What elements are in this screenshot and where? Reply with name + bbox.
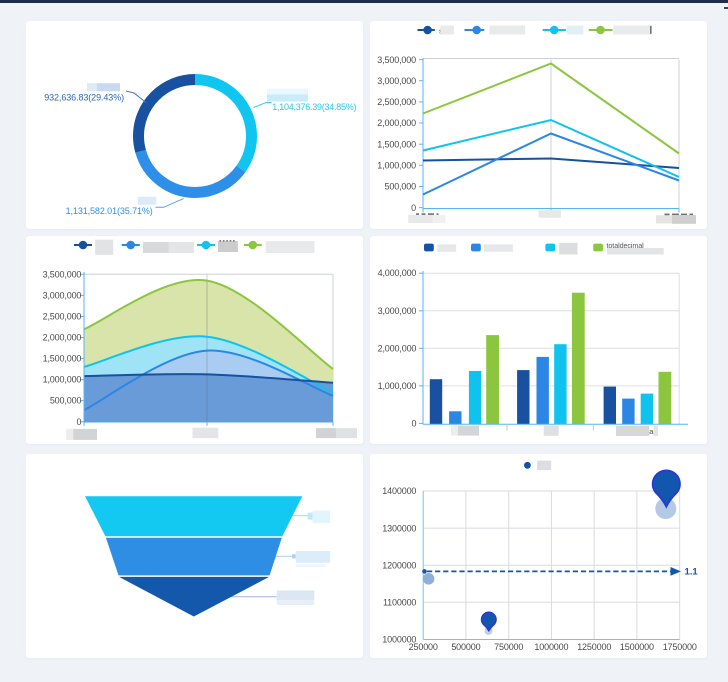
svg-text:2,500,000: 2,500,000	[43, 312, 82, 322]
svg-text:1300000: 1300000	[382, 523, 416, 533]
svg-text:2,500,000: 2,500,000	[377, 97, 416, 107]
svg-text:500,000: 500,000	[385, 182, 417, 192]
svg-text:3,000,000: 3,000,000	[43, 290, 82, 300]
svg-text:1000000: 1000000	[382, 635, 416, 645]
svg-text:500000: 500000	[451, 642, 480, 652]
svg-text:1500000: 1500000	[620, 642, 654, 652]
svg-text:2,000,000: 2,000,000	[43, 333, 82, 343]
svg-text:1,500,000: 1,500,000	[43, 354, 82, 364]
svg-text:0: 0	[411, 203, 416, 213]
svg-text:0: 0	[76, 417, 81, 427]
svg-text:1,500,000: 1,500,000	[377, 139, 416, 149]
svg-text:1400000: 1400000	[382, 486, 416, 496]
svg-text:250000: 250000	[409, 642, 438, 652]
svg-text:2,000,000: 2,000,000	[377, 118, 416, 128]
svg-text:1200000: 1200000	[382, 560, 416, 570]
svg-text:1,131,582.01(35.71%): 1,131,582.01(35.71%)	[66, 206, 153, 216]
svg-text:3,500,000: 3,500,000	[377, 55, 416, 65]
svg-text:1750000: 1750000	[663, 642, 697, 652]
svg-text:1,000,000: 1,000,000	[378, 381, 417, 391]
svg-text:932,636.83(29.43%): 932,636.83(29.43%)	[44, 93, 124, 103]
svg-text:0: 0	[411, 418, 416, 428]
svg-text:a: a	[649, 427, 654, 436]
svg-text:1,000,000: 1,000,000	[43, 375, 82, 385]
svg-text:totaldecimal: totaldecimal	[607, 241, 645, 250]
svg-text:1100000: 1100000	[383, 598, 416, 608]
svg-text:3,000,000: 3,000,000	[378, 306, 417, 316]
svg-text:1,104,376.39(34.85%): 1,104,376.39(34.85%)	[272, 102, 356, 112]
svg-text:1250000: 1250000	[577, 642, 611, 652]
svg-text:1.1: 1.1	[685, 567, 699, 578]
svg-text:1000000: 1000000	[534, 642, 568, 652]
svg-text:4,000,000: 4,000,000	[378, 268, 417, 278]
svg-text:1,000,000: 1,000,000	[377, 161, 416, 171]
svg-text:750000: 750000	[494, 642, 523, 652]
svg-text:2,000,000: 2,000,000	[378, 343, 417, 353]
svg-text:3,500,000: 3,500,000	[43, 269, 82, 279]
svg-text:3,000,000: 3,000,000	[377, 76, 416, 86]
svg-text:500,000: 500,000	[50, 396, 82, 406]
